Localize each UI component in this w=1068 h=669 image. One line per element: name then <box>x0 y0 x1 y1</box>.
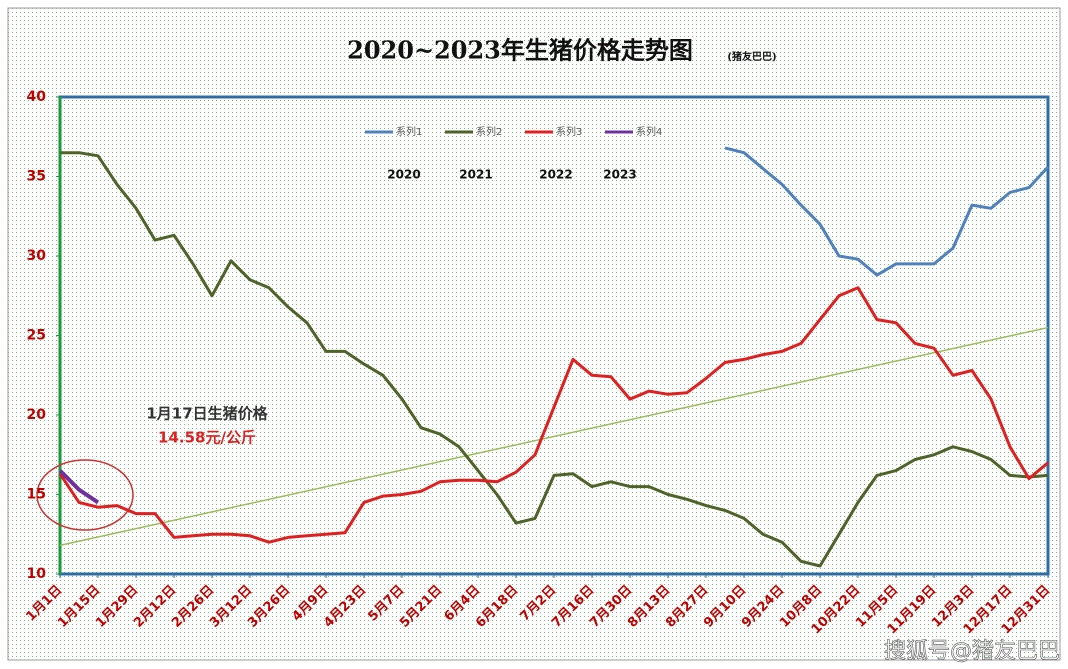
note-title: 1月17日生猪价格 <box>146 405 268 423</box>
trendline <box>59 326 1049 547</box>
year-label: 2022 <box>539 168 572 182</box>
plot-area <box>58 95 1050 576</box>
y-tick-label: 35 <box>27 169 46 185</box>
y-tick-label: 25 <box>27 328 46 344</box>
y-tick-label: 40 <box>27 89 47 105</box>
chart-subtitle: (猪友巴巴) <box>727 50 776 63</box>
y-tick-label: 15 <box>27 487 46 503</box>
year-label: 2020 <box>387 168 420 182</box>
watermark: 搜狐号@猪友巴巴 <box>884 639 1060 664</box>
series-line <box>60 151 1049 568</box>
legend-label: 系列1 <box>396 125 422 138</box>
y-tick-label: 20 <box>27 407 47 423</box>
series-line <box>58 286 1049 544</box>
year-label: 2023 <box>603 168 636 182</box>
legend-label: 系列2 <box>476 125 502 138</box>
series-line <box>58 469 100 505</box>
series-line <box>724 146 1050 277</box>
y-tick-label: 30 <box>27 248 47 264</box>
chart-title: 2020~2023年生猪价格走势图 <box>347 36 693 65</box>
highlight-ellipse <box>36 459 134 531</box>
year-label: 2021 <box>459 168 492 182</box>
legend-label: 系列3 <box>556 125 582 138</box>
y-tick-label: 10 <box>27 566 47 582</box>
note-value: 14.58元/公斤 <box>158 429 256 447</box>
legend-label: 系列4 <box>636 125 662 138</box>
